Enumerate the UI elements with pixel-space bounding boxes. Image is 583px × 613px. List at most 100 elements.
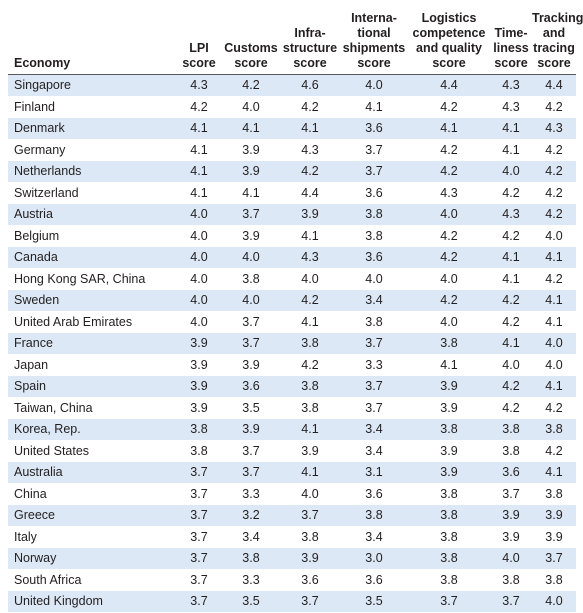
cell-lpi-score: 4.1 (176, 139, 222, 161)
cell-timeliness-score: 3.9 (490, 526, 532, 548)
table-row: Japan 3.9 3.9 4.2 3.3 4.1 4.0 4.0 (8, 354, 576, 376)
cell-customs-score: 3.9 (222, 354, 280, 376)
cell-logistics-competence-score: 3.9 (408, 462, 490, 484)
cell-economy: Germany (8, 139, 176, 161)
header-label: Time- liness score (493, 26, 529, 70)
cell-lpi-score: 4.0 (176, 311, 222, 333)
cell-infrastructure-score: 4.1 (280, 462, 340, 484)
cell-timeliness-score: 4.0 (490, 161, 532, 183)
cell-economy: United States (8, 440, 176, 462)
cell-timeliness-score: 4.2 (490, 290, 532, 312)
cell-lpi-score: 3.9 (176, 376, 222, 398)
cell-logistics-competence-score: 3.8 (408, 483, 490, 505)
cell-infrastructure-score: 4.6 (280, 75, 340, 97)
cell-logistics-competence-score: 3.8 (408, 569, 490, 591)
cell-infrastructure-score: 4.1 (280, 419, 340, 441)
cell-tracking-tracing-score: 4.4 (532, 75, 576, 97)
header-label: Interna- tional shipments score (342, 11, 406, 70)
table-row: Norway 3.7 3.8 3.9 3.0 3.8 4.0 3.7 (8, 548, 576, 570)
cell-infrastructure-score: 3.7 (280, 505, 340, 527)
cell-international-shipments-score: 3.5 (340, 591, 408, 613)
header-label: Economy (14, 56, 71, 70)
cell-customs-score: 3.9 (222, 225, 280, 247)
cell-customs-score: 3.2 (222, 505, 280, 527)
table-row: United Kingdom 3.7 3.5 3.7 3.5 3.7 3.7 4.0 (8, 591, 576, 613)
cell-tracking-tracing-score: 4.1 (532, 311, 576, 333)
cell-international-shipments-score: 3.8 (340, 204, 408, 226)
cell-lpi-score: 3.7 (176, 526, 222, 548)
cell-infrastructure-score: 4.1 (280, 311, 340, 333)
table-row: United Arab Emirates 4.0 3.7 4.1 3.8 4.0 4.2 4.… (8, 311, 576, 333)
cell-logistics-competence-score: 4.0 (408, 268, 490, 290)
cell-tracking-tracing-score: 4.2 (532, 204, 576, 226)
cell-economy: Switzerland (8, 182, 176, 204)
cell-economy: Denmark (8, 118, 176, 140)
cell-tracking-tracing-score: 4.1 (532, 290, 576, 312)
cell-timeliness-score: 4.2 (490, 225, 532, 247)
table-row: Finland 4.2 4.0 4.2 4.1 4.2 4.3 4.2 (8, 96, 576, 118)
cell-international-shipments-score: 3.7 (340, 376, 408, 398)
cell-logistics-competence-score: 4.0 (408, 311, 490, 333)
cell-lpi-score: 4.1 (176, 182, 222, 204)
cell-lpi-score: 3.7 (176, 591, 222, 613)
cell-economy: China (8, 483, 176, 505)
table-row: Italy 3.7 3.4 3.8 3.4 3.8 3.9 3.9 (8, 526, 576, 548)
cell-lpi-score: 3.7 (176, 483, 222, 505)
cell-tracking-tracing-score: 3.9 (532, 505, 576, 527)
cell-international-shipments-score: 3.4 (340, 419, 408, 441)
cell-economy: Korea, Rep. (8, 419, 176, 441)
table-header: Economy LPI score Customs score Infra- s… (8, 0, 583, 75)
cell-lpi-score: 3.8 (176, 419, 222, 441)
cell-tracking-tracing-score: 4.1 (532, 376, 576, 398)
cell-timeliness-score: 3.8 (490, 440, 532, 462)
cell-timeliness-score: 3.8 (490, 419, 532, 441)
cell-logistics-competence-score: 3.8 (408, 548, 490, 570)
cell-customs-score: 3.7 (222, 333, 280, 355)
cell-timeliness-score: 3.6 (490, 462, 532, 484)
header-label: Logistics competence and quality score (412, 11, 486, 70)
cell-international-shipments-score: 3.0 (340, 548, 408, 570)
cell-international-shipments-score: 3.6 (340, 483, 408, 505)
cell-economy: Taiwan, China (8, 397, 176, 419)
cell-timeliness-score: 3.9 (490, 505, 532, 527)
table-row: Germany 4.1 3.9 4.3 3.7 4.2 4.1 4.2 (8, 139, 576, 161)
cell-international-shipments-score: 3.4 (340, 526, 408, 548)
lpi-scores-table: Economy LPI score Customs score Infra- s… (8, 0, 583, 613)
cell-economy: Finland (8, 96, 176, 118)
cell-lpi-score: 3.9 (176, 333, 222, 355)
cell-tracking-tracing-score: 4.2 (532, 440, 576, 462)
cell-timeliness-score: 4.1 (490, 118, 532, 140)
table-row: Austria 4.0 3.7 3.9 3.8 4.0 4.3 4.2 (8, 204, 576, 226)
cell-logistics-competence-score: 3.8 (408, 419, 490, 441)
cell-tracking-tracing-score: 4.2 (532, 96, 576, 118)
cell-lpi-score: 4.0 (176, 268, 222, 290)
header-label: Customs score (224, 41, 278, 70)
cell-international-shipments-score: 3.7 (340, 139, 408, 161)
cell-international-shipments-score: 3.4 (340, 290, 408, 312)
header-label: Tracking and tracing score (532, 11, 583, 70)
cell-logistics-competence-score: 3.7 (408, 591, 490, 613)
table-row: Australia 3.7 3.7 4.1 3.1 3.9 3.6 4.1 (8, 462, 576, 484)
cell-tracking-tracing-score: 3.8 (532, 569, 576, 591)
header-row: Economy LPI score Customs score Infra- s… (8, 0, 583, 75)
cell-customs-score: 4.1 (222, 182, 280, 204)
cell-international-shipments-score: 3.6 (340, 247, 408, 269)
cell-tracking-tracing-score: 4.3 (532, 118, 576, 140)
cell-lpi-score: 4.0 (176, 290, 222, 312)
header-international-shipments-score: Interna- tional shipments score (340, 0, 408, 75)
cell-infrastructure-score: 4.1 (280, 118, 340, 140)
cell-economy: Austria (8, 204, 176, 226)
cell-timeliness-score: 3.7 (490, 483, 532, 505)
table-row: Korea, Rep. 3.8 3.9 4.1 3.4 3.8 3.8 3.8 (8, 419, 576, 441)
cell-timeliness-score: 4.2 (490, 397, 532, 419)
cell-lpi-score: 4.1 (176, 161, 222, 183)
cell-timeliness-score: 4.0 (490, 354, 532, 376)
cell-infrastructure-score: 3.9 (280, 548, 340, 570)
cell-international-shipments-score: 3.8 (340, 225, 408, 247)
header-lpi-score: LPI score (176, 0, 222, 75)
header-label: Infra- structure score (282, 26, 338, 70)
cell-lpi-score: 4.2 (176, 96, 222, 118)
lpi-table-page: Economy LPI score Customs score Infra- s… (8, 11, 583, 613)
cell-timeliness-score: 4.3 (490, 204, 532, 226)
cell-tracking-tracing-score: 4.2 (532, 397, 576, 419)
